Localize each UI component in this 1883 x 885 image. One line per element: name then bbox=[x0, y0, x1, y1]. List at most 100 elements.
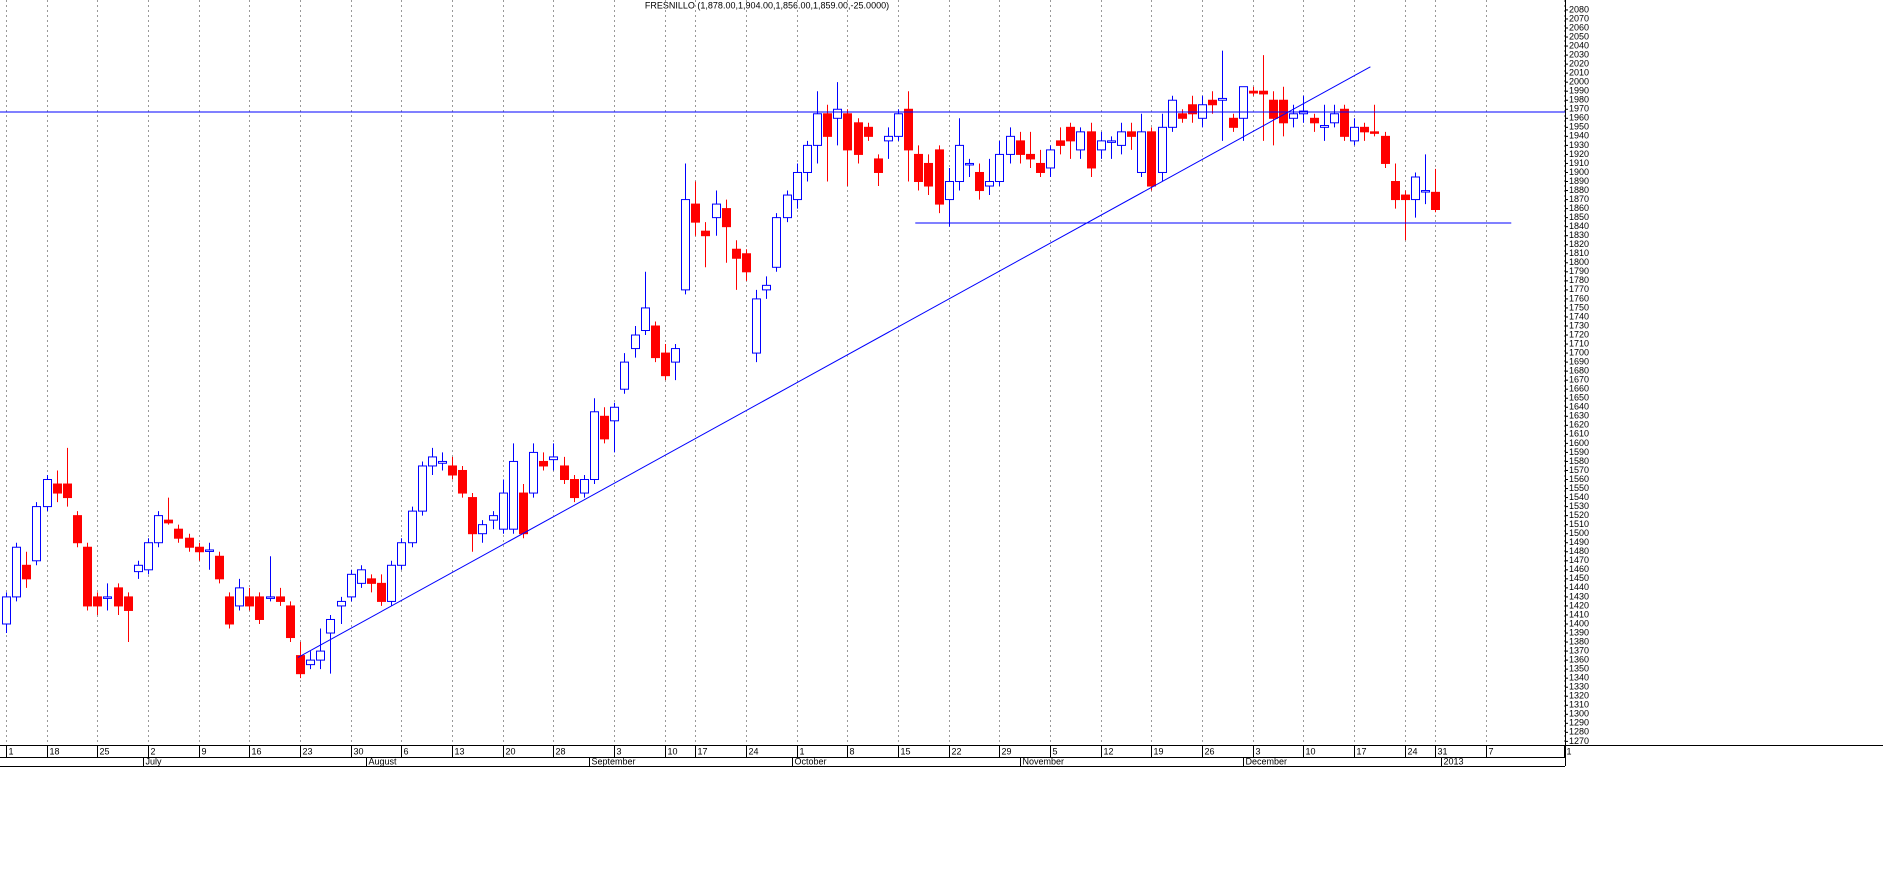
candle-body bbox=[1137, 131, 1146, 173]
candle-body bbox=[1026, 153, 1035, 160]
y-tick-label: 1290 bbox=[1569, 718, 1589, 728]
candle-body bbox=[813, 113, 822, 146]
y-tick-label: 1730 bbox=[1569, 320, 1589, 330]
candle-body bbox=[408, 510, 417, 544]
candle-body bbox=[255, 596, 264, 620]
x-tick-label: 17 bbox=[698, 746, 708, 756]
candle-body bbox=[438, 460, 447, 464]
y-tick-label: 1830 bbox=[1569, 230, 1589, 240]
candle-body bbox=[1431, 191, 1440, 211]
candle-body bbox=[1097, 140, 1106, 151]
y-tick-label: 1320 bbox=[1569, 691, 1589, 701]
candle-body bbox=[752, 298, 761, 354]
candle-body bbox=[1330, 113, 1339, 124]
y-tick-label: 1380 bbox=[1569, 636, 1589, 646]
x-tick-label: 5 bbox=[1053, 746, 1058, 756]
candle-body bbox=[296, 655, 305, 675]
x-tick-label: 17 bbox=[1357, 746, 1367, 756]
candle-body bbox=[418, 465, 427, 512]
candle-body bbox=[1350, 126, 1359, 142]
y-tick-label: 1570 bbox=[1569, 465, 1589, 475]
y-tick-label: 1700 bbox=[1569, 347, 1589, 357]
x-tick-label: 18 bbox=[50, 746, 60, 756]
month-label: 2013 bbox=[1444, 756, 1464, 766]
y-tick-label: 1640 bbox=[1569, 402, 1589, 412]
y-tick-label: 1450 bbox=[1569, 573, 1589, 583]
candle-body bbox=[600, 415, 609, 440]
candle-body bbox=[63, 483, 72, 499]
candle-body bbox=[1320, 125, 1329, 128]
y-tick-label: 1430 bbox=[1569, 591, 1589, 601]
y-tick-label: 1890 bbox=[1569, 176, 1589, 186]
candle-body bbox=[1289, 113, 1298, 119]
y-tick-label: 1930 bbox=[1569, 140, 1589, 150]
candle-body bbox=[164, 519, 173, 524]
candle-body bbox=[671, 348, 680, 363]
candle-body bbox=[134, 564, 143, 573]
candle-body bbox=[1370, 131, 1379, 134]
candle-body bbox=[610, 406, 619, 422]
y-tick-label: 1590 bbox=[1569, 447, 1589, 457]
candle-body bbox=[458, 469, 467, 494]
candle-body bbox=[691, 203, 700, 223]
candle-body bbox=[326, 618, 335, 634]
candle-body bbox=[539, 460, 548, 467]
y-tick-label: 2080 bbox=[1569, 4, 1589, 14]
candle-body bbox=[367, 578, 376, 584]
x-tick-label: 1 bbox=[1567, 746, 1572, 756]
x-tick-label: 13 bbox=[455, 746, 465, 756]
candle-body bbox=[742, 253, 751, 273]
candle-body bbox=[701, 230, 710, 237]
candle-body bbox=[631, 334, 640, 350]
y-tick-label: 1480 bbox=[1569, 546, 1589, 556]
y-tick-label: 1530 bbox=[1569, 501, 1589, 511]
candle-body bbox=[854, 122, 863, 155]
x-tick-label: 2 bbox=[151, 746, 156, 756]
y-tick-label: 1340 bbox=[1569, 673, 1589, 683]
candle-body bbox=[762, 284, 771, 291]
x-tick-label: 22 bbox=[952, 746, 962, 756]
y-tick-label: 1750 bbox=[1569, 302, 1589, 312]
y-tick-label: 1780 bbox=[1569, 275, 1589, 285]
y-tick-label: 1760 bbox=[1569, 293, 1589, 303]
candle-body bbox=[1006, 135, 1015, 155]
y-tick-label: 2030 bbox=[1569, 49, 1589, 59]
y-tick-label: 1670 bbox=[1569, 375, 1589, 385]
month-label: November bbox=[1023, 756, 1065, 766]
y-tick-label: 1690 bbox=[1569, 356, 1589, 366]
candle-body bbox=[448, 465, 457, 476]
candle-body bbox=[478, 524, 487, 535]
candle-body bbox=[286, 605, 295, 639]
x-tick-label: 19 bbox=[1154, 746, 1164, 756]
y-tick-label: 1350 bbox=[1569, 664, 1589, 674]
y-tick-label: 1790 bbox=[1569, 266, 1589, 276]
candle-body bbox=[864, 126, 873, 137]
candle-body bbox=[235, 587, 244, 607]
candle-body bbox=[1178, 113, 1187, 119]
candle-body bbox=[1147, 131, 1156, 187]
candle-body bbox=[995, 153, 1004, 183]
y-tick-label: 2040 bbox=[1569, 40, 1589, 50]
candle-body bbox=[266, 596, 275, 599]
candle-body bbox=[651, 325, 660, 359]
candle-body bbox=[1056, 140, 1065, 146]
candle-body bbox=[681, 199, 690, 291]
candle-body bbox=[154, 515, 163, 544]
y-tick-label: 1520 bbox=[1569, 510, 1589, 520]
candle-body bbox=[935, 149, 944, 205]
candle-body bbox=[205, 549, 214, 552]
x-tick-label: 28 bbox=[556, 746, 566, 756]
y-tick-label: 1490 bbox=[1569, 537, 1589, 547]
month-label: September bbox=[592, 756, 636, 766]
y-tick-label: 1600 bbox=[1569, 438, 1589, 448]
candle-body bbox=[793, 171, 802, 201]
x-tick-label: 24 bbox=[1408, 746, 1418, 756]
x-tick-label: 24 bbox=[749, 746, 759, 756]
month-label: July bbox=[146, 756, 163, 766]
y-tick-label: 1650 bbox=[1569, 393, 1589, 403]
candle-body bbox=[661, 352, 670, 377]
x-tick-label: 15 bbox=[901, 746, 911, 756]
candle-body bbox=[1411, 176, 1420, 201]
candle-body bbox=[1239, 86, 1248, 119]
